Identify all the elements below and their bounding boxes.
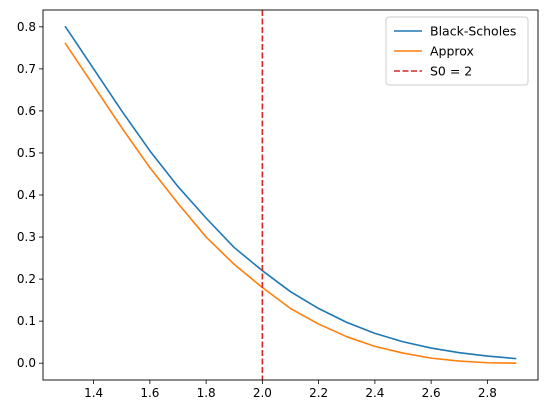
legend-label: S0 = 2 <box>430 64 472 79</box>
legend-label: Black-Scholes <box>430 24 516 39</box>
y-tick-label: 0.7 <box>17 62 36 76</box>
y-tick-label: 0.3 <box>17 230 36 244</box>
x-tick-label: 2.6 <box>422 386 441 400</box>
y-tick-label: 0.5 <box>17 146 36 160</box>
y-tick-label: 0.8 <box>17 20 36 34</box>
legend: Black-Scholes Approx S0 = 2 <box>385 16 529 86</box>
x-tick-label: 2.4 <box>365 386 384 400</box>
x-axis-ticks: 1.4 1.6 1.8 2.0 2.2 2.4 2.6 2.8 <box>84 380 497 400</box>
x-tick-label: 2.2 <box>309 386 328 400</box>
plot-frame <box>42 9 539 381</box>
y-tick-label: 0.1 <box>17 314 36 328</box>
y-tick-label: 0.0 <box>17 356 36 370</box>
series-line-approx <box>64 42 517 364</box>
legend-box <box>385 16 529 86</box>
legend-label: Approx <box>430 44 474 59</box>
x-tick-label: 1.8 <box>197 386 216 400</box>
y-tick-label: 0.6 <box>17 104 36 118</box>
x-tick-label: 1.6 <box>140 386 159 400</box>
x-tick-label: 2.0 <box>253 386 272 400</box>
y-tick-label: 0.4 <box>17 188 36 202</box>
y-tick-label: 0.2 <box>17 272 36 286</box>
x-tick-label: 1.4 <box>84 386 103 400</box>
chart-marks <box>64 10 517 380</box>
x-tick-label: 2.8 <box>478 386 497 400</box>
series-line-black-scholes <box>64 25 517 360</box>
y-axis-ticks: 0.0 0.1 0.2 0.3 0.4 0.5 0.6 0.7 0.8 <box>17 20 43 370</box>
